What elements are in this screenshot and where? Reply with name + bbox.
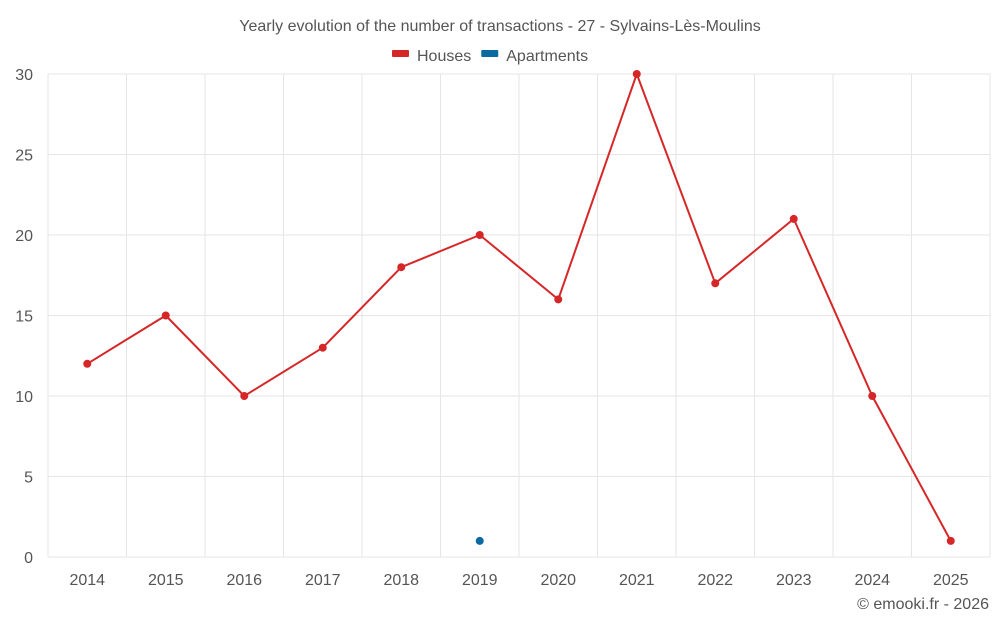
- chart-title: Yearly evolution of the number of transa…: [239, 18, 760, 35]
- x-tick-label: 2021: [619, 572, 655, 589]
- x-gridlines: [47, 74, 991, 557]
- houses-point: [318, 343, 327, 352]
- y-tick-label: 25: [15, 148, 33, 165]
- houses-point: [161, 311, 170, 320]
- x-tick-label: 2018: [383, 572, 419, 589]
- legend-swatch: [392, 50, 409, 57]
- legend-label: Apartments: [506, 48, 588, 65]
- houses-point: [475, 231, 484, 239]
- x-tick-label: 2025: [933, 572, 969, 589]
- houses-point: [240, 392, 249, 400]
- y-tick-label: 0: [24, 550, 33, 567]
- y-tick-label: 15: [15, 309, 33, 326]
- y-tick-label: 10: [15, 389, 33, 406]
- houses-point: [632, 70, 641, 78]
- legend-item-houses[interactable]: Houses: [392, 48, 471, 65]
- y-tick-label: 20: [15, 228, 33, 245]
- houses-point: [397, 263, 406, 272]
- series-apartments: [475, 536, 484, 545]
- x-tick-label: 2014: [69, 572, 105, 589]
- credit-text: © emooki.fr - 2026: [857, 596, 989, 613]
- x-tick-label: 2020: [540, 572, 576, 589]
- x-tick-label: 2017: [305, 572, 341, 589]
- houses-point: [83, 359, 92, 368]
- x-tick-label: 2023: [776, 572, 812, 589]
- houses-line: [86, 73, 952, 542]
- x-tick-label: 2022: [697, 572, 733, 589]
- houses-point: [946, 536, 955, 545]
- houses-point: [789, 214, 798, 223]
- legend-label: Houses: [417, 48, 471, 65]
- y-axis-ticks: 0 5 10 15 20 25 30: [15, 67, 33, 567]
- series-layer: [83, 70, 955, 545]
- x-tick-label: 2015: [148, 572, 184, 589]
- y-tick-label: 5: [24, 470, 33, 487]
- houses-point: [868, 392, 877, 400]
- x-tick-label: 2024: [854, 572, 890, 589]
- legend: Houses Apartments: [392, 48, 588, 65]
- y-tick-label: 30: [15, 67, 33, 84]
- houses-point: [554, 295, 563, 304]
- legend-swatch: [481, 50, 499, 57]
- series-houses: [83, 70, 955, 545]
- apartments-point: [475, 536, 484, 545]
- legend-item-apartments[interactable]: Apartments: [481, 48, 588, 65]
- houses-point: [711, 279, 720, 288]
- x-tick-label: 2016: [226, 572, 262, 589]
- x-axis-ticks: 2014 2015 2016 2017 2018 2019 2020 2021 2022 2023…: [69, 572, 968, 589]
- x-tick-label: 2019: [462, 572, 498, 589]
